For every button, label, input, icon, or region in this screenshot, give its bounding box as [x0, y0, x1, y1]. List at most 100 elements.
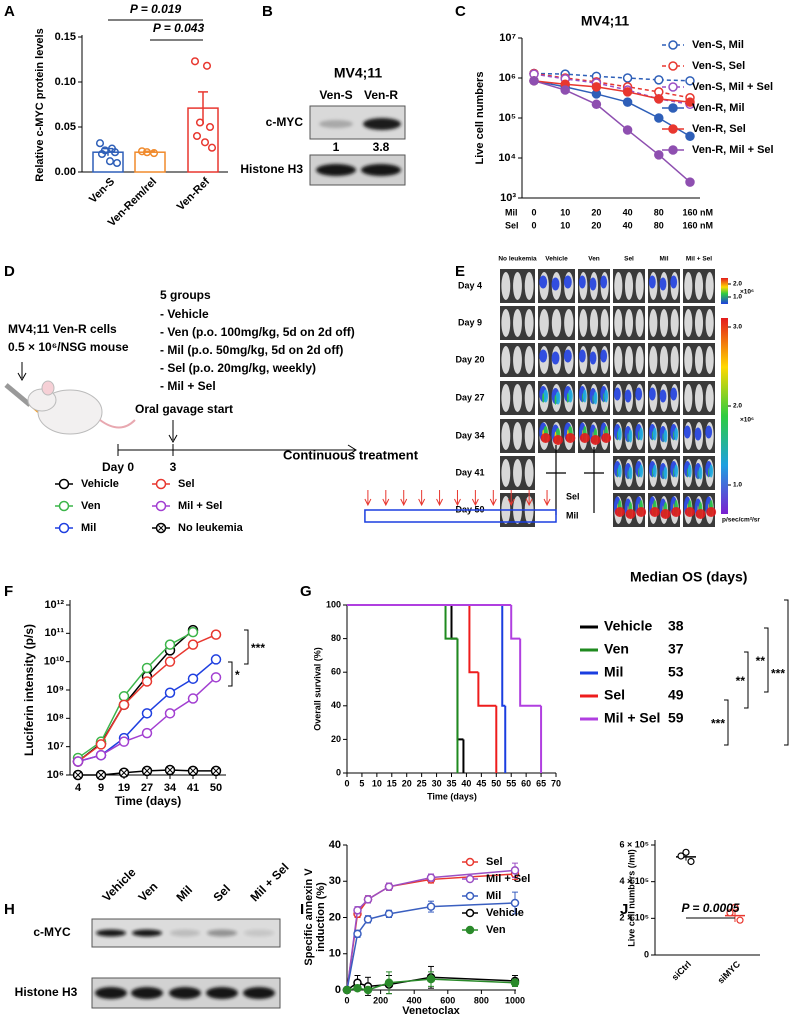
y-tick-label: 10⁴: [498, 152, 516, 164]
data-point: [200, 138, 210, 147]
band: [207, 929, 237, 937]
marker-cross: [120, 769, 128, 777]
axis-title: Live cell numbers: [474, 72, 486, 165]
data-point: [95, 139, 105, 148]
significance-bracket: [228, 661, 233, 687]
mouse: [501, 272, 511, 300]
marker: [353, 983, 362, 993]
lane-label: Mil + Sel: [247, 860, 291, 904]
cells-label: MV4;11 Ven-R cells: [8, 322, 117, 336]
signal: [705, 425, 713, 439]
x-tick-label: 19: [118, 782, 130, 794]
marker: [510, 866, 520, 875]
signal: [651, 431, 653, 441]
signal: [601, 433, 612, 443]
annotation: P = 0.043: [153, 21, 205, 35]
legend-label: Mil + Sel: [486, 873, 530, 885]
axis-title: Overall survival (%): [312, 647, 322, 731]
signal: [671, 507, 682, 517]
x-tick-label: 40: [461, 778, 471, 788]
mouse: [501, 459, 511, 487]
mouse: [684, 309, 693, 337]
legend-label: Mil: [81, 522, 96, 534]
signal: [694, 427, 702, 441]
marker-cross: [189, 767, 197, 775]
signal: [673, 468, 675, 478]
row-label: Histone H3: [15, 985, 78, 999]
marker-cross: [74, 771, 82, 779]
table-title: Median OS (days): [630, 569, 747, 585]
marker: [560, 85, 570, 95]
dose-bar: [364, 509, 557, 523]
survival-step: [444, 605, 458, 640]
legend-label: Ven-R, Sel: [692, 123, 746, 135]
mouse: [684, 346, 693, 374]
signal: [709, 464, 714, 478]
x-tick-label: 0: [531, 207, 536, 217]
marker: [72, 756, 84, 767]
x-tick-label: 0: [344, 995, 349, 1005]
x-tick-label: 0: [344, 778, 349, 788]
dose-arrow: [436, 490, 444, 507]
colorbar-unit: ×10⁶: [740, 417, 754, 424]
x-tick-label: 45: [476, 778, 486, 788]
data-point: [207, 143, 217, 152]
x-tick-label: 0: [531, 220, 536, 230]
legend-marker: [668, 124, 678, 134]
series-line: [533, 80, 691, 103]
marker: [384, 882, 394, 891]
band: [131, 987, 163, 999]
arrowhead: [17, 372, 27, 382]
y-tick-label: 0.10: [55, 76, 76, 88]
signal: [542, 393, 545, 403]
series-line: [533, 72, 691, 82]
signal: [539, 349, 548, 363]
dose-arrow: [400, 490, 408, 507]
mouse: [659, 346, 669, 374]
significance-label: **: [756, 654, 766, 668]
dose-label: 0.5 × 10⁶/NSG mouse: [8, 340, 129, 354]
signal: [600, 349, 608, 363]
legend-label: Vehicle: [486, 907, 524, 919]
row-label: Day 20: [455, 354, 484, 364]
legend-label: Sel: [604, 687, 625, 703]
marker: [510, 898, 520, 908]
y-tick-label: 0.05: [55, 121, 76, 133]
panel-label: I: [300, 901, 304, 918]
signal: [600, 275, 608, 289]
quantification: 1: [333, 140, 340, 154]
mouse: [564, 309, 574, 337]
data-point: [736, 916, 744, 924]
signal: [617, 464, 622, 478]
mouse: [614, 346, 623, 374]
data-point: [731, 903, 739, 911]
marker: [141, 727, 153, 739]
signal: [555, 391, 561, 405]
marker-cross: [212, 767, 220, 775]
significance-bracket: [244, 629, 249, 665]
mouse: [600, 309, 609, 337]
x-tick-label: 55: [506, 778, 516, 788]
timeline-label: Day 0: [102, 460, 134, 474]
y-tick-label: 40: [329, 839, 341, 851]
signal: [589, 351, 597, 365]
mouse: [513, 459, 522, 487]
band: [363, 118, 401, 130]
series-line: [533, 72, 691, 99]
y-tick-label: 10⁹: [47, 684, 64, 696]
data-point: [687, 857, 695, 866]
legend-label: Mil + Sel: [178, 500, 222, 512]
blot-title: MV4;11: [334, 65, 382, 81]
colorbar-label: 1.0: [733, 294, 742, 301]
marker: [187, 693, 199, 704]
median-value: 53: [668, 664, 684, 680]
signal: [578, 349, 586, 363]
signal: [639, 464, 644, 478]
x-tick-label: 60: [521, 778, 531, 788]
marker: [141, 676, 153, 687]
lane-label: Sel: [210, 882, 233, 905]
signal: [628, 466, 633, 480]
mouse: [589, 309, 599, 337]
group-item: - Sel (p.o. 20mg/kg, weekly): [160, 361, 316, 375]
marker: [187, 626, 199, 638]
